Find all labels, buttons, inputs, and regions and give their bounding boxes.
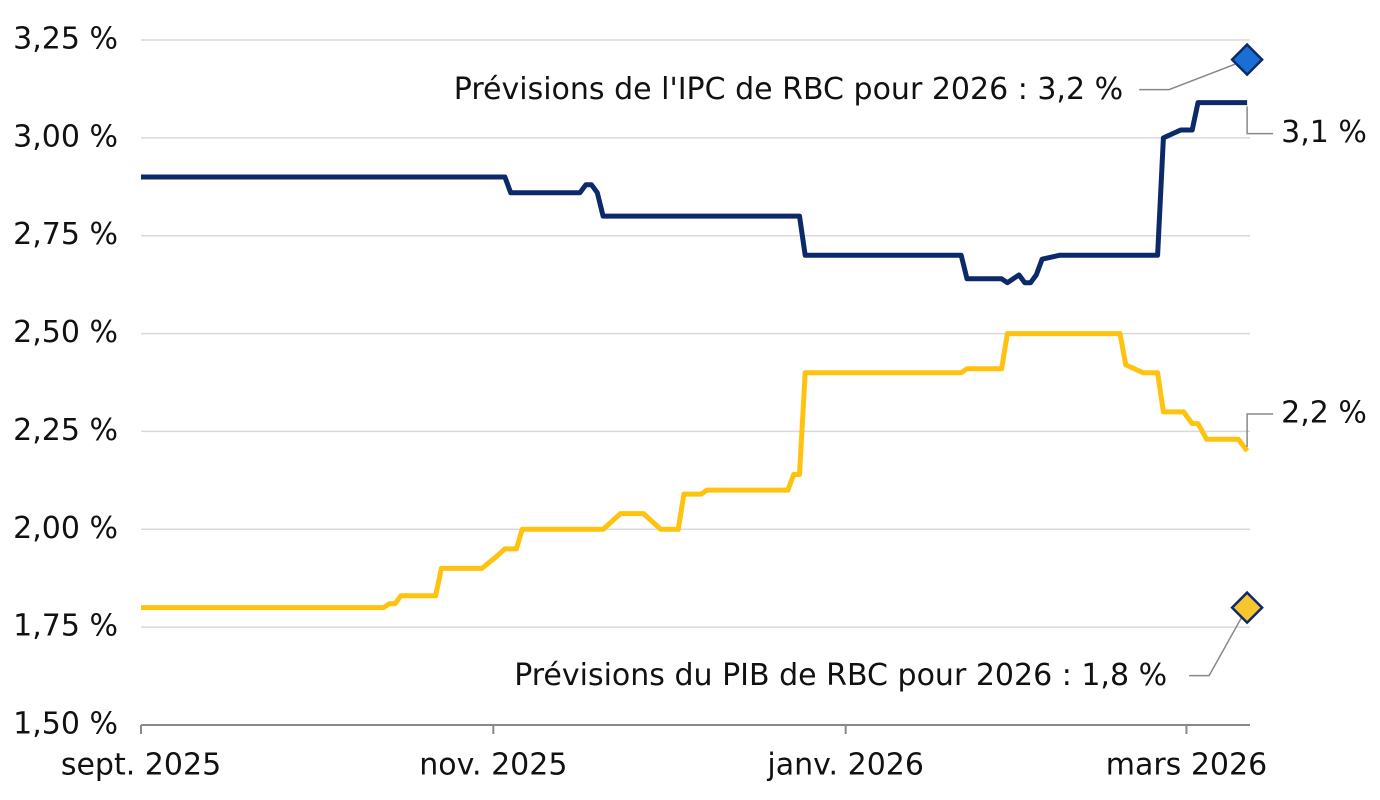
x-tick-label: mars 2026 <box>1106 748 1267 783</box>
forecast-marker <box>1230 590 1264 625</box>
forecast-label: Prévisions de l'IPC de RBC pour 2026 : 3… <box>454 72 1123 107</box>
end-label: 2,2 % <box>1281 396 1367 431</box>
end-label: 3,1 % <box>1281 115 1367 150</box>
leader-line <box>1246 413 1274 447</box>
y-tick-label: 1,75 % <box>13 609 118 644</box>
x-tick-label: nov. 2025 <box>419 748 567 783</box>
x-tick-label: sept. 2025 <box>61 748 221 783</box>
y-tick-label: 2,50 % <box>13 315 118 350</box>
x-tick-label: janv. 2026 <box>766 748 924 783</box>
y-tick-label: 2,25 % <box>13 413 118 448</box>
leader-line <box>1246 106 1274 135</box>
series-line <box>141 100 1248 286</box>
series-line <box>141 331 1250 611</box>
y-tick-label: 3,00 % <box>13 119 118 154</box>
y-tick-label: 3,25 % <box>13 22 118 57</box>
forecast-label: Prévisions du PIB de RBC pour 2026 : 1,8… <box>514 658 1167 693</box>
forecast-marker <box>1230 42 1264 77</box>
leader-line <box>1189 607 1248 677</box>
y-tick-label: 1,50 % <box>13 707 118 742</box>
y-tick-label: 2,00 % <box>13 511 118 546</box>
y-tick-label: 2,75 % <box>13 217 118 252</box>
leader-line <box>1139 58 1248 91</box>
